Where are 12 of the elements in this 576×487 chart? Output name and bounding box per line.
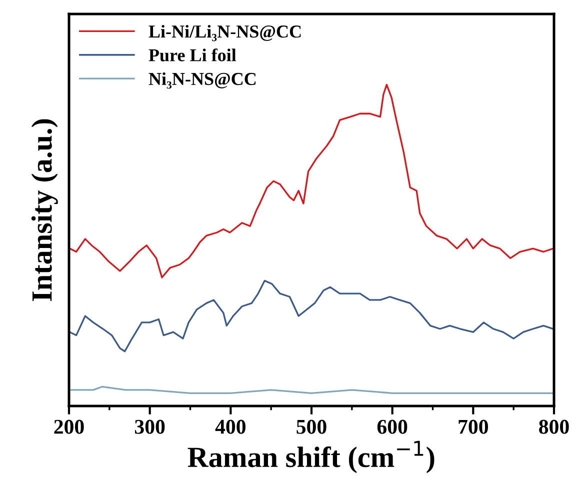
x-tick-label: 700 (458, 420, 488, 434)
legend-label: Ni₃N-NS@CC (148, 72, 256, 89)
x-tick-label: 400 (215, 420, 246, 434)
x-tick-label: 500 (296, 420, 326, 434)
x-tick-label: 600 (377, 420, 408, 434)
x-tick-label: 300 (134, 420, 165, 434)
legend-label: Pure Li foil (148, 48, 236, 62)
legend-label: Li-Ni/Li₃N-NS@CC (148, 24, 301, 42)
x-axis-title: Raman shift (cm$^{−1}$) (188, 440, 434, 474)
x-tick-label: 800 (539, 420, 569, 434)
y-axis-title: Intansity (a.u.) (31, 119, 58, 301)
x-tick-label: 200 (54, 420, 84, 434)
